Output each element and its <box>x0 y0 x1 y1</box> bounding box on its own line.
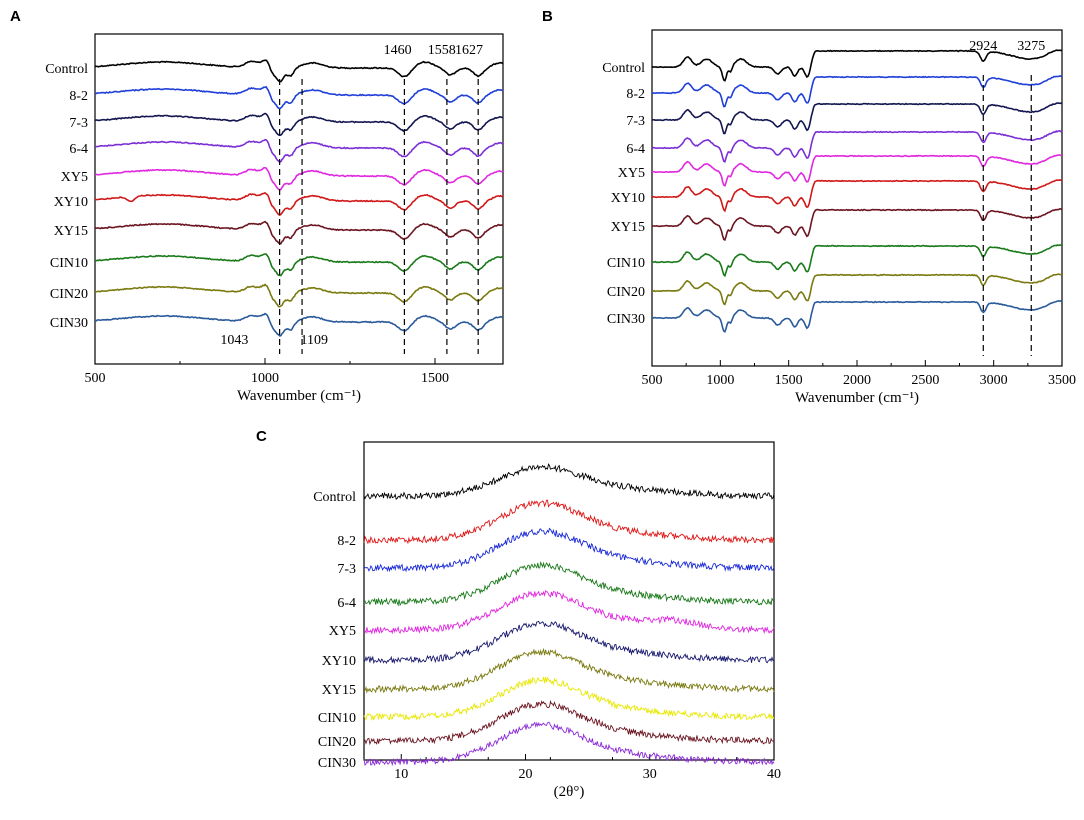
plot-frame <box>94 33 504 365</box>
x-axis-label: Wavenumber (cm⁻¹) <box>237 388 361 404</box>
series-label-cin20: CIN20 <box>318 735 356 750</box>
x-tick-label: 1000 <box>706 373 734 388</box>
series-line-xy5 <box>363 589 775 635</box>
panel-label-b: B <box>542 8 553 25</box>
peak-annotation: 3275 <box>1017 39 1045 54</box>
x-tick-label: 2500 <box>911 373 939 388</box>
x-tick-label: 30 <box>643 767 657 782</box>
x-tick-label: 2000 <box>843 373 871 388</box>
series-line-cin10 <box>651 244 1062 278</box>
series-label-cin20: CIN20 <box>607 285 645 300</box>
series-label-cin30: CIN30 <box>50 316 88 331</box>
series-label-cin20: CIN20 <box>50 287 88 302</box>
series-label-control: Control <box>602 61 645 76</box>
x-axis-label: (2θ°) <box>554 784 585 800</box>
series-line-8-2 <box>651 75 1063 108</box>
series-line-xy10 <box>651 179 1063 213</box>
peak-annotation: 1043 <box>220 333 248 348</box>
series-line-xy10 <box>94 191 504 216</box>
series-label-xy15: XY15 <box>611 220 645 235</box>
x-tick-label: 1500 <box>775 373 803 388</box>
series-label-xy15: XY15 <box>54 224 88 239</box>
plot-frame <box>651 29 1063 367</box>
series-line-cin30 <box>95 312 504 337</box>
series-label-xy5: XY5 <box>618 166 645 181</box>
series-line-xy15 <box>363 647 775 694</box>
series-line-7-3 <box>94 112 503 137</box>
series-label-cin10: CIN10 <box>50 256 88 271</box>
series-line-control <box>94 59 504 83</box>
series-label-xy5: XY5 <box>329 624 356 639</box>
chart-a: 500 1000 1500 Wavenumber (cm⁻¹) Control 8-2 7-… <box>45 33 504 404</box>
series-line-6-4 <box>94 138 504 164</box>
series-label-xy10: XY10 <box>322 654 356 669</box>
x-tick-label: 500 <box>642 373 663 388</box>
series-line-xy15 <box>94 220 504 245</box>
series-line-7-3 <box>651 102 1063 135</box>
x-tick-label: 3000 <box>980 373 1008 388</box>
series-label-6-4: 6-4 <box>626 142 645 157</box>
x-tick-label: 10 <box>394 767 408 782</box>
series-line-cin20 <box>95 283 504 308</box>
series-line-xy15 <box>651 208 1063 241</box>
series-line-6-4 <box>363 561 775 607</box>
series-line-7-3 <box>363 527 775 573</box>
x-tick-label: 40 <box>767 767 781 782</box>
x-axis-label: Wavenumber (cm⁻¹) <box>795 390 919 406</box>
series-label-7-3: 7-3 <box>69 116 88 131</box>
series-label-control: Control <box>313 490 356 505</box>
panel-label-a: A <box>10 8 21 25</box>
peak-annotation: 1558 <box>428 43 456 58</box>
series-label-cin10: CIN10 <box>607 256 645 271</box>
series-label-xy5: XY5 <box>61 170 88 185</box>
chart-c: 10 20 30 40 (2θ°) Control 8-2 7-3 6-4 XY5 XY10 XY15… <box>313 441 781 800</box>
panel-label-c: C <box>256 428 267 445</box>
series-line-cin20 <box>363 699 775 746</box>
series-label-6-4: 6-4 <box>69 142 88 157</box>
series-line-control <box>363 463 775 500</box>
x-tick-label: 20 <box>519 767 533 782</box>
series-line-xy5 <box>652 154 1063 187</box>
x-tick-label: 3500 <box>1048 373 1076 388</box>
x-tick-label: 1000 <box>251 371 279 386</box>
chart-b: 500 1000 1500 2000 2500 3000 3500 Wavenumber (c… <box>602 29 1076 406</box>
series-line-control <box>651 49 1063 82</box>
series-line-8-2 <box>363 499 775 545</box>
peak-annotation: 1460 <box>384 43 412 58</box>
series-label-xy10: XY10 <box>611 191 645 206</box>
series-label-7-3: 7-3 <box>626 114 645 129</box>
series-line-cin10 <box>363 676 775 722</box>
x-tick-label: 1500 <box>421 371 449 386</box>
series-line-8-2 <box>95 85 504 110</box>
series-line-cin30 <box>651 299 1063 333</box>
series-line-cin10 <box>94 253 504 277</box>
series-label-cin30: CIN30 <box>607 312 645 327</box>
x-tick-label: 500 <box>85 371 106 386</box>
series-line-xy10 <box>363 620 775 665</box>
series-label-7-3: 7-3 <box>337 562 356 577</box>
series-label-8-2: 8-2 <box>626 87 645 102</box>
series-label-cin30: CIN30 <box>318 756 356 771</box>
series-label-xy15: XY15 <box>322 683 356 698</box>
series-label-xy10: XY10 <box>54 195 88 210</box>
series-label-8-2: 8-2 <box>69 89 88 104</box>
series-line-cin30 <box>363 721 775 767</box>
series-line-cin20 <box>651 273 1063 306</box>
series-label-6-4: 6-4 <box>337 596 356 611</box>
series-label-8-2: 8-2 <box>337 534 356 549</box>
series-label-control: Control <box>45 62 88 77</box>
series-label-cin10: CIN10 <box>318 711 356 726</box>
peak-annotation: 1109 <box>301 333 328 348</box>
series-line-6-4 <box>651 129 1063 163</box>
peak-annotation: 1627 <box>455 43 483 58</box>
peak-annotation: 2924 <box>969 39 997 54</box>
series-line-xy5 <box>94 167 504 191</box>
